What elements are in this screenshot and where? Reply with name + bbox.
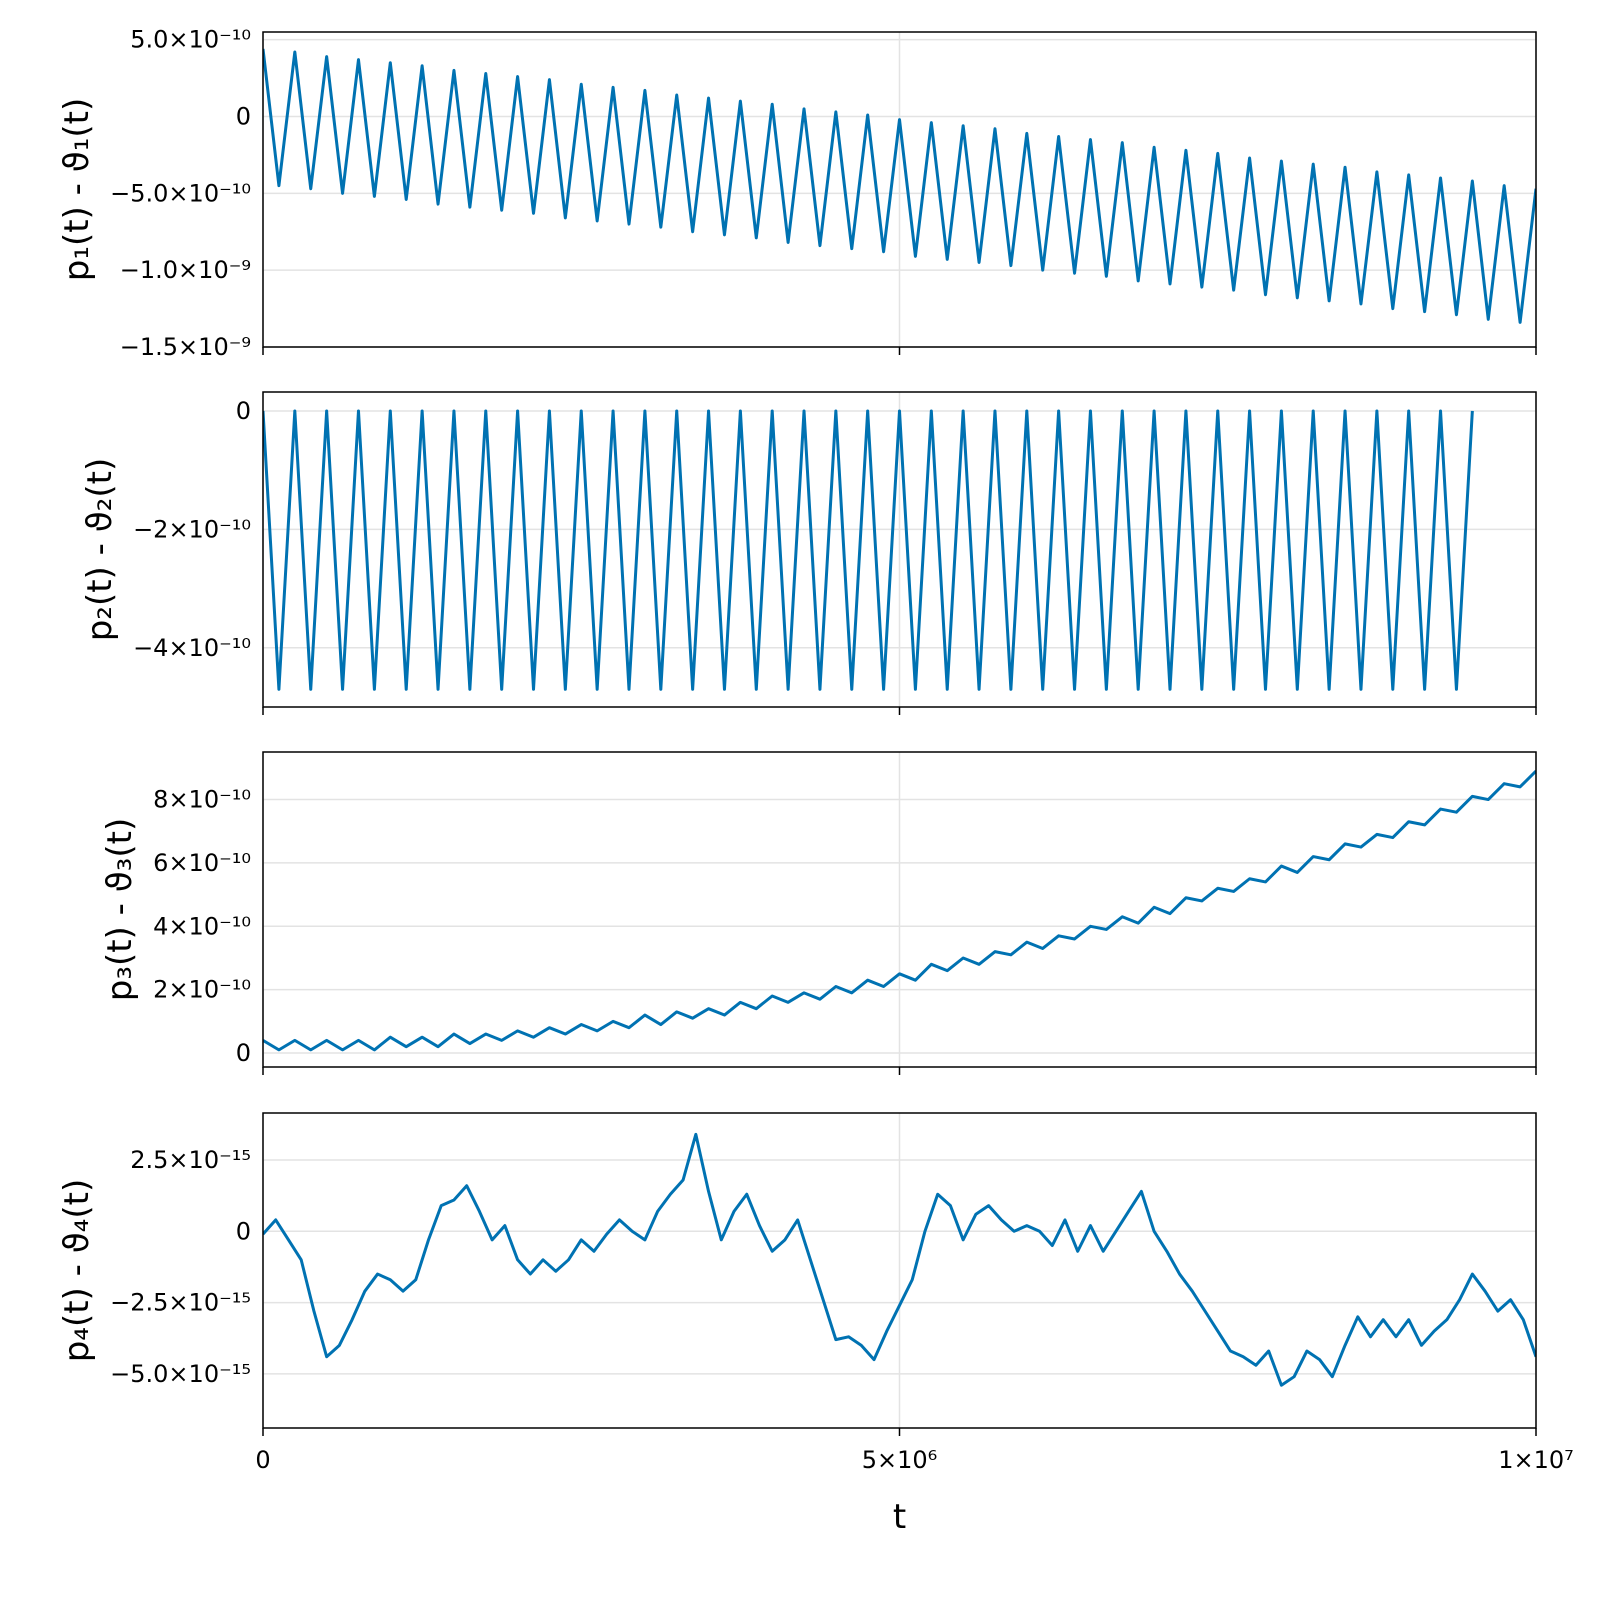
- y-axis-label: p₃(t) - ϑ₃(t): [100, 818, 140, 1002]
- panel: 0 2×10⁻¹⁰ 4×10⁻¹⁰ 6×10⁻¹⁰ 8×10⁻¹⁰ p₃(t) - ϑ₃(…: [100, 751, 1537, 1075]
- data-line: [263, 1132, 1536, 1387]
- plot-area: [263, 48, 1536, 324]
- y-tick-label: 2.5×10⁻¹⁵: [130, 1146, 251, 1174]
- y-tick-label: 6×10⁻¹⁰: [153, 849, 251, 877]
- y-tick-label: 2×10⁻¹⁰: [153, 976, 251, 1004]
- y-tick-label: 0: [236, 103, 251, 131]
- plot-area: [263, 409, 1474, 691]
- y-tick-label: −1.0×10⁻⁹: [120, 256, 251, 284]
- y-tick-label: −2×10⁻¹⁰: [133, 515, 251, 543]
- y-tick-label: −2.5×10⁻¹⁵: [110, 1289, 251, 1317]
- x-tick-label: 1×10⁷: [1498, 1446, 1574, 1474]
- plot-area: [263, 1132, 1536, 1387]
- panel: −4×10⁻¹⁰ −2×10⁻¹⁰ 0 p₂(t) - ϑ₂(t): [80, 391, 1537, 715]
- y-tick-label: 0: [236, 397, 251, 425]
- y-tick-label: 5.0×10⁻¹⁰: [130, 26, 251, 54]
- plot-area: [263, 769, 1536, 1052]
- x-tick-label: 0: [255, 1446, 270, 1474]
- panel: −5.0×10⁻¹⁵ −2.5×10⁻¹⁵ 0 2.5×10⁻¹⁵ 0 5×10⁶ 1×10…: [57, 1112, 1574, 1537]
- y-axis-label: p₂(t) - ϑ₂(t): [80, 458, 120, 642]
- y-tick-label: −5.0×10⁻¹⁰: [110, 179, 251, 207]
- data-line: [263, 769, 1536, 1052]
- y-tick-label: −5.0×10⁻¹⁵: [110, 1360, 251, 1388]
- y-tick-label: 8×10⁻¹⁰: [153, 786, 251, 814]
- y-tick-label: −4×10⁻¹⁰: [133, 634, 251, 662]
- panel: −1.5×10⁻⁹ −1.0×10⁻⁹ −5.0×10⁻¹⁰ 0 5.0×10⁻¹⁰ p₁…: [57, 26, 1537, 361]
- x-tick-label: 5×10⁶: [862, 1446, 938, 1474]
- data-line: [263, 48, 1536, 324]
- y-axis-label: p₁(t) - ϑ₁(t): [57, 98, 97, 282]
- y-tick-label: 0: [236, 1039, 251, 1067]
- y-tick-label: −1.5×10⁻⁹: [120, 333, 251, 361]
- x-axis-label: t: [893, 1497, 906, 1537]
- y-axis-label: p₄(t) - ϑ₄(t): [57, 1179, 97, 1363]
- data-line: [263, 409, 1474, 691]
- y-tick-label: 4×10⁻¹⁰: [153, 912, 251, 940]
- y-tick-label: 0: [236, 1217, 251, 1245]
